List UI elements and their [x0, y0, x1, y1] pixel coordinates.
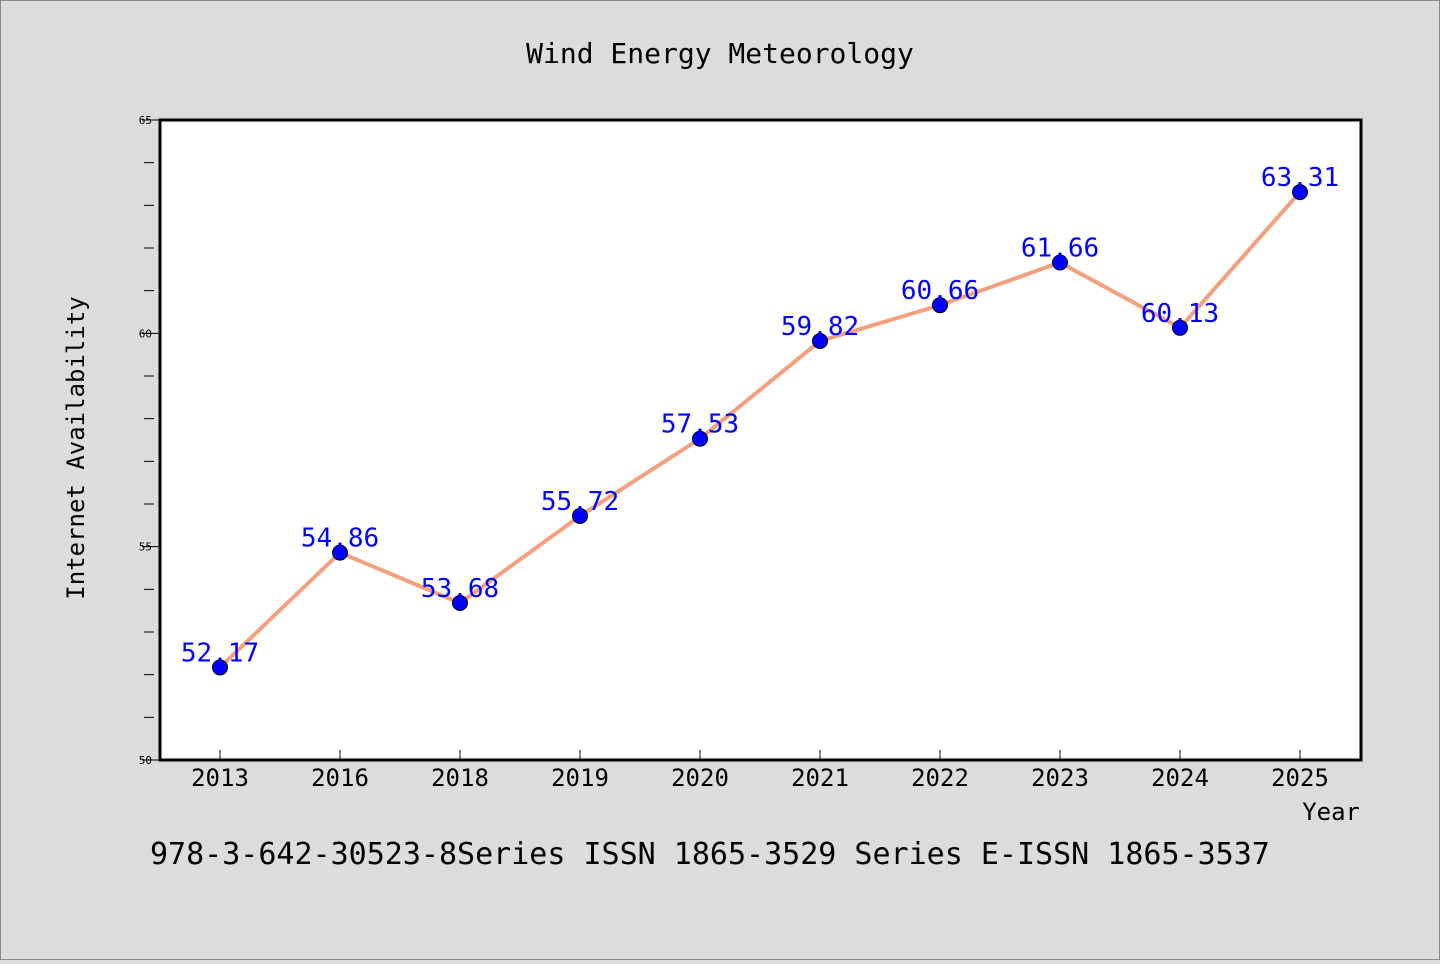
data-value-label: 63.31 [1261, 163, 1339, 193]
data-point-marker [332, 544, 348, 561]
x-tick-label: 2019 [551, 764, 609, 792]
y-axis-title: Internet Availability [62, 296, 90, 599]
data-point-marker [692, 430, 708, 447]
chart-title: Wind Energy Meteorology [526, 37, 914, 70]
data-point-marker [1292, 184, 1308, 201]
axis-ticks: 50 55 60 65 2013 2016 2018 2019 2020 2021 2022 2023… [139, 114, 1329, 792]
plot-area [160, 120, 1361, 760]
data-point-marker [452, 594, 468, 611]
data-point-marker [812, 333, 828, 350]
data-point-marker [212, 659, 228, 676]
data-value-label: 60.66 [901, 276, 979, 306]
data-point-marker [572, 507, 588, 524]
data-point-marker [1172, 319, 1188, 336]
data-value-label: 60.13 [1141, 299, 1219, 329]
data-markers [212, 184, 1308, 676]
data-value-label: 59.82 [781, 312, 859, 342]
y-tick-label: 55 [139, 541, 152, 554]
data-point-marker [1052, 254, 1068, 271]
x-tick-label: 2013 [191, 764, 249, 792]
x-tick-label: 2016 [311, 764, 369, 792]
x-tick-label: 2021 [791, 764, 849, 792]
y-tick-label: 65 [139, 114, 152, 127]
x-tick-label: 2018 [431, 764, 489, 792]
x-tick-label: 2020 [671, 764, 729, 792]
x-axis-title: Year [1302, 798, 1360, 826]
x-tick-label: 2023 [1031, 764, 1089, 792]
data-value-label: 54.86 [301, 524, 379, 554]
series-line-group [218, 190, 1302, 669]
x-tick-label: 2022 [911, 764, 969, 792]
y-tick-label: 50 [139, 754, 152, 767]
plot-border [158, 118, 1363, 762]
data-value-label: 57.53 [661, 410, 739, 440]
data-value-label: 55.72 [541, 487, 619, 517]
data-value-label: 61.66 [1021, 234, 1099, 264]
y-tick-label: 60 [139, 327, 152, 340]
x-tick-label: 2025 [1271, 764, 1329, 792]
series-line [218, 190, 1302, 669]
x-tick-label: 2024 [1151, 764, 1209, 792]
footer-isbn-text: 978-3-642-30523-8Series ISSN 1865-3529 S… [150, 837, 1270, 872]
data-point-marker [932, 297, 948, 314]
data-value-label: 53.68 [421, 574, 499, 604]
data-value-label: 52.17 [181, 638, 259, 668]
data-labels: 52.17 54.86 53.68 55.72 57.53 59.82 60.66 61.66… [181, 163, 1339, 668]
